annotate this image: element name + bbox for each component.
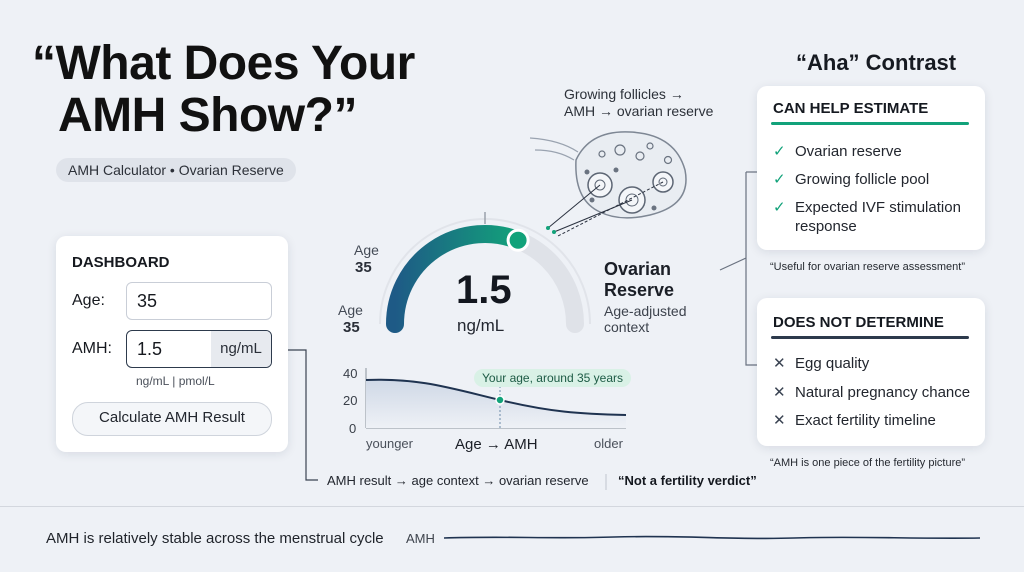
gauge-fill: [386, 225, 528, 333]
ovarian-reserve-subtitle: Age-adjusted context: [604, 303, 687, 335]
amh-gauge: [379, 212, 591, 333]
gauge-age-label-top: Age: [354, 242, 379, 258]
can-help-card: CAN HELP ESTIMATE ✓ Ovarian reserve ✓ Grow…: [757, 86, 985, 250]
can-help-accent-bar: [771, 122, 969, 125]
title-line-2: AMH Show?”: [58, 89, 357, 142]
chart-x-label: Age → AMH: [455, 436, 538, 453]
can-help-item: ✓ Growing follicle pool: [773, 171, 930, 188]
follicles-line-2: AMH → ovarian reserve: [564, 103, 714, 119]
ovary-illustration: [530, 131, 687, 237]
chart-callout: Your age, around 35 years: [474, 369, 631, 387]
ovarian-title-1: Ovarian: [604, 259, 672, 279]
can-help-item: ✓ Ovarian reserve: [773, 143, 902, 160]
follicles-line-1: Growing follicles →: [564, 86, 684, 102]
chart-area: [366, 379, 626, 428]
ovarian-reserve-title: Ovarian Reserve: [604, 259, 674, 301]
ovarian-sub-2: context: [604, 319, 650, 335]
does-not-card: DOES NOT DETERMINE ✕ Egg quality ✕ Natural…: [757, 298, 985, 446]
age-input[interactable]: 35: [126, 282, 272, 320]
can-help-item-continued: response: [795, 218, 857, 235]
dashboard-card: DASHBOARD Age: 35 AMH: 1.5 ng/mL ng/mL |…: [56, 236, 288, 452]
age-input-value: 35: [137, 291, 158, 311]
title-line-1: “What Does Your: [32, 37, 415, 90]
page-title: “What Does Your AMH Show?”: [32, 38, 415, 142]
gauge-age-value-bottom: 35: [343, 319, 360, 336]
amh-input-value: 1.5: [137, 339, 163, 359]
ovarian-title-2: Reserve: [604, 280, 675, 300]
check-icon: ✓: [773, 171, 786, 188]
age-amh-chart: [365, 368, 627, 429]
dashboard-heading: DASHBOARD: [72, 254, 170, 271]
calculate-button[interactable]: Calculate AMH Result: [72, 402, 272, 436]
can-help-quote: “Useful for ovarian reserve assessment”: [770, 261, 966, 273]
amh-value: 1.5: [456, 268, 512, 312]
subtitle-chip: AMH Calculator • Ovarian Reserve: [56, 158, 296, 182]
does-not-quote: “AMH is one piece of the fertility pictu…: [770, 457, 966, 469]
gauge-age-value-top: 35: [355, 259, 372, 276]
follicles-caption: Growing follicles → AMH → ovarian reserv…: [564, 86, 713, 120]
amh-label: AMH:: [72, 340, 112, 357]
chart-tick-40: 40: [343, 366, 358, 381]
chart-left-label: younger: [366, 436, 413, 451]
can-help-heading: CAN HELP ESTIMATE: [773, 100, 929, 117]
amh-unit-select[interactable]: ng/mL: [211, 331, 271, 367]
does-not-heading: DOES NOT DETERMINE: [773, 314, 944, 331]
gauge-age-label-bottom: Age: [338, 302, 363, 318]
ovarian-sub-1: Age-adjusted: [604, 303, 687, 319]
chart-tick-20: 20: [343, 393, 358, 408]
unit-options[interactable]: ng/mL | pmol/L: [136, 374, 215, 388]
does-not-accent-bar: [771, 336, 969, 339]
gauge-marker: [506, 228, 530, 252]
x-icon: ✕: [773, 384, 786, 401]
check-icon: ✓: [773, 199, 786, 216]
age-label: Age:: [72, 292, 105, 309]
chart-right-label: older: [594, 436, 623, 451]
does-not-item: ✕ Exact fertility timeline: [773, 412, 936, 429]
does-not-item: ✕ Natural pregnancy chance: [773, 384, 971, 401]
footer-text: AMH is relatively stable across the mens…: [46, 530, 384, 547]
footer-trace-label: AMH: [406, 531, 435, 546]
aha-title: “Aha” Contrast: [796, 50, 957, 75]
does-not-item: ✕ Egg quality: [773, 355, 870, 372]
x-icon: ✕: [773, 412, 786, 429]
can-help-item: ✓ Expected IVF stimulation: [773, 199, 961, 216]
footer-divider: [0, 506, 1024, 507]
chart-tick-0: 0: [349, 421, 357, 436]
x-icon: ✕: [773, 355, 786, 372]
flow-text: AMH result → age context → ovarian reser…: [327, 473, 589, 488]
amh-unit-label: ng/mL: [457, 316, 505, 335]
amh-cycle-trace: [444, 535, 980, 540]
verdict-text: “Not a fertility verdict”: [618, 473, 757, 488]
check-icon: ✓: [773, 143, 786, 160]
chart-marker: [495, 395, 505, 405]
amh-input[interactable]: 1.5 ng/mL: [126, 330, 272, 368]
